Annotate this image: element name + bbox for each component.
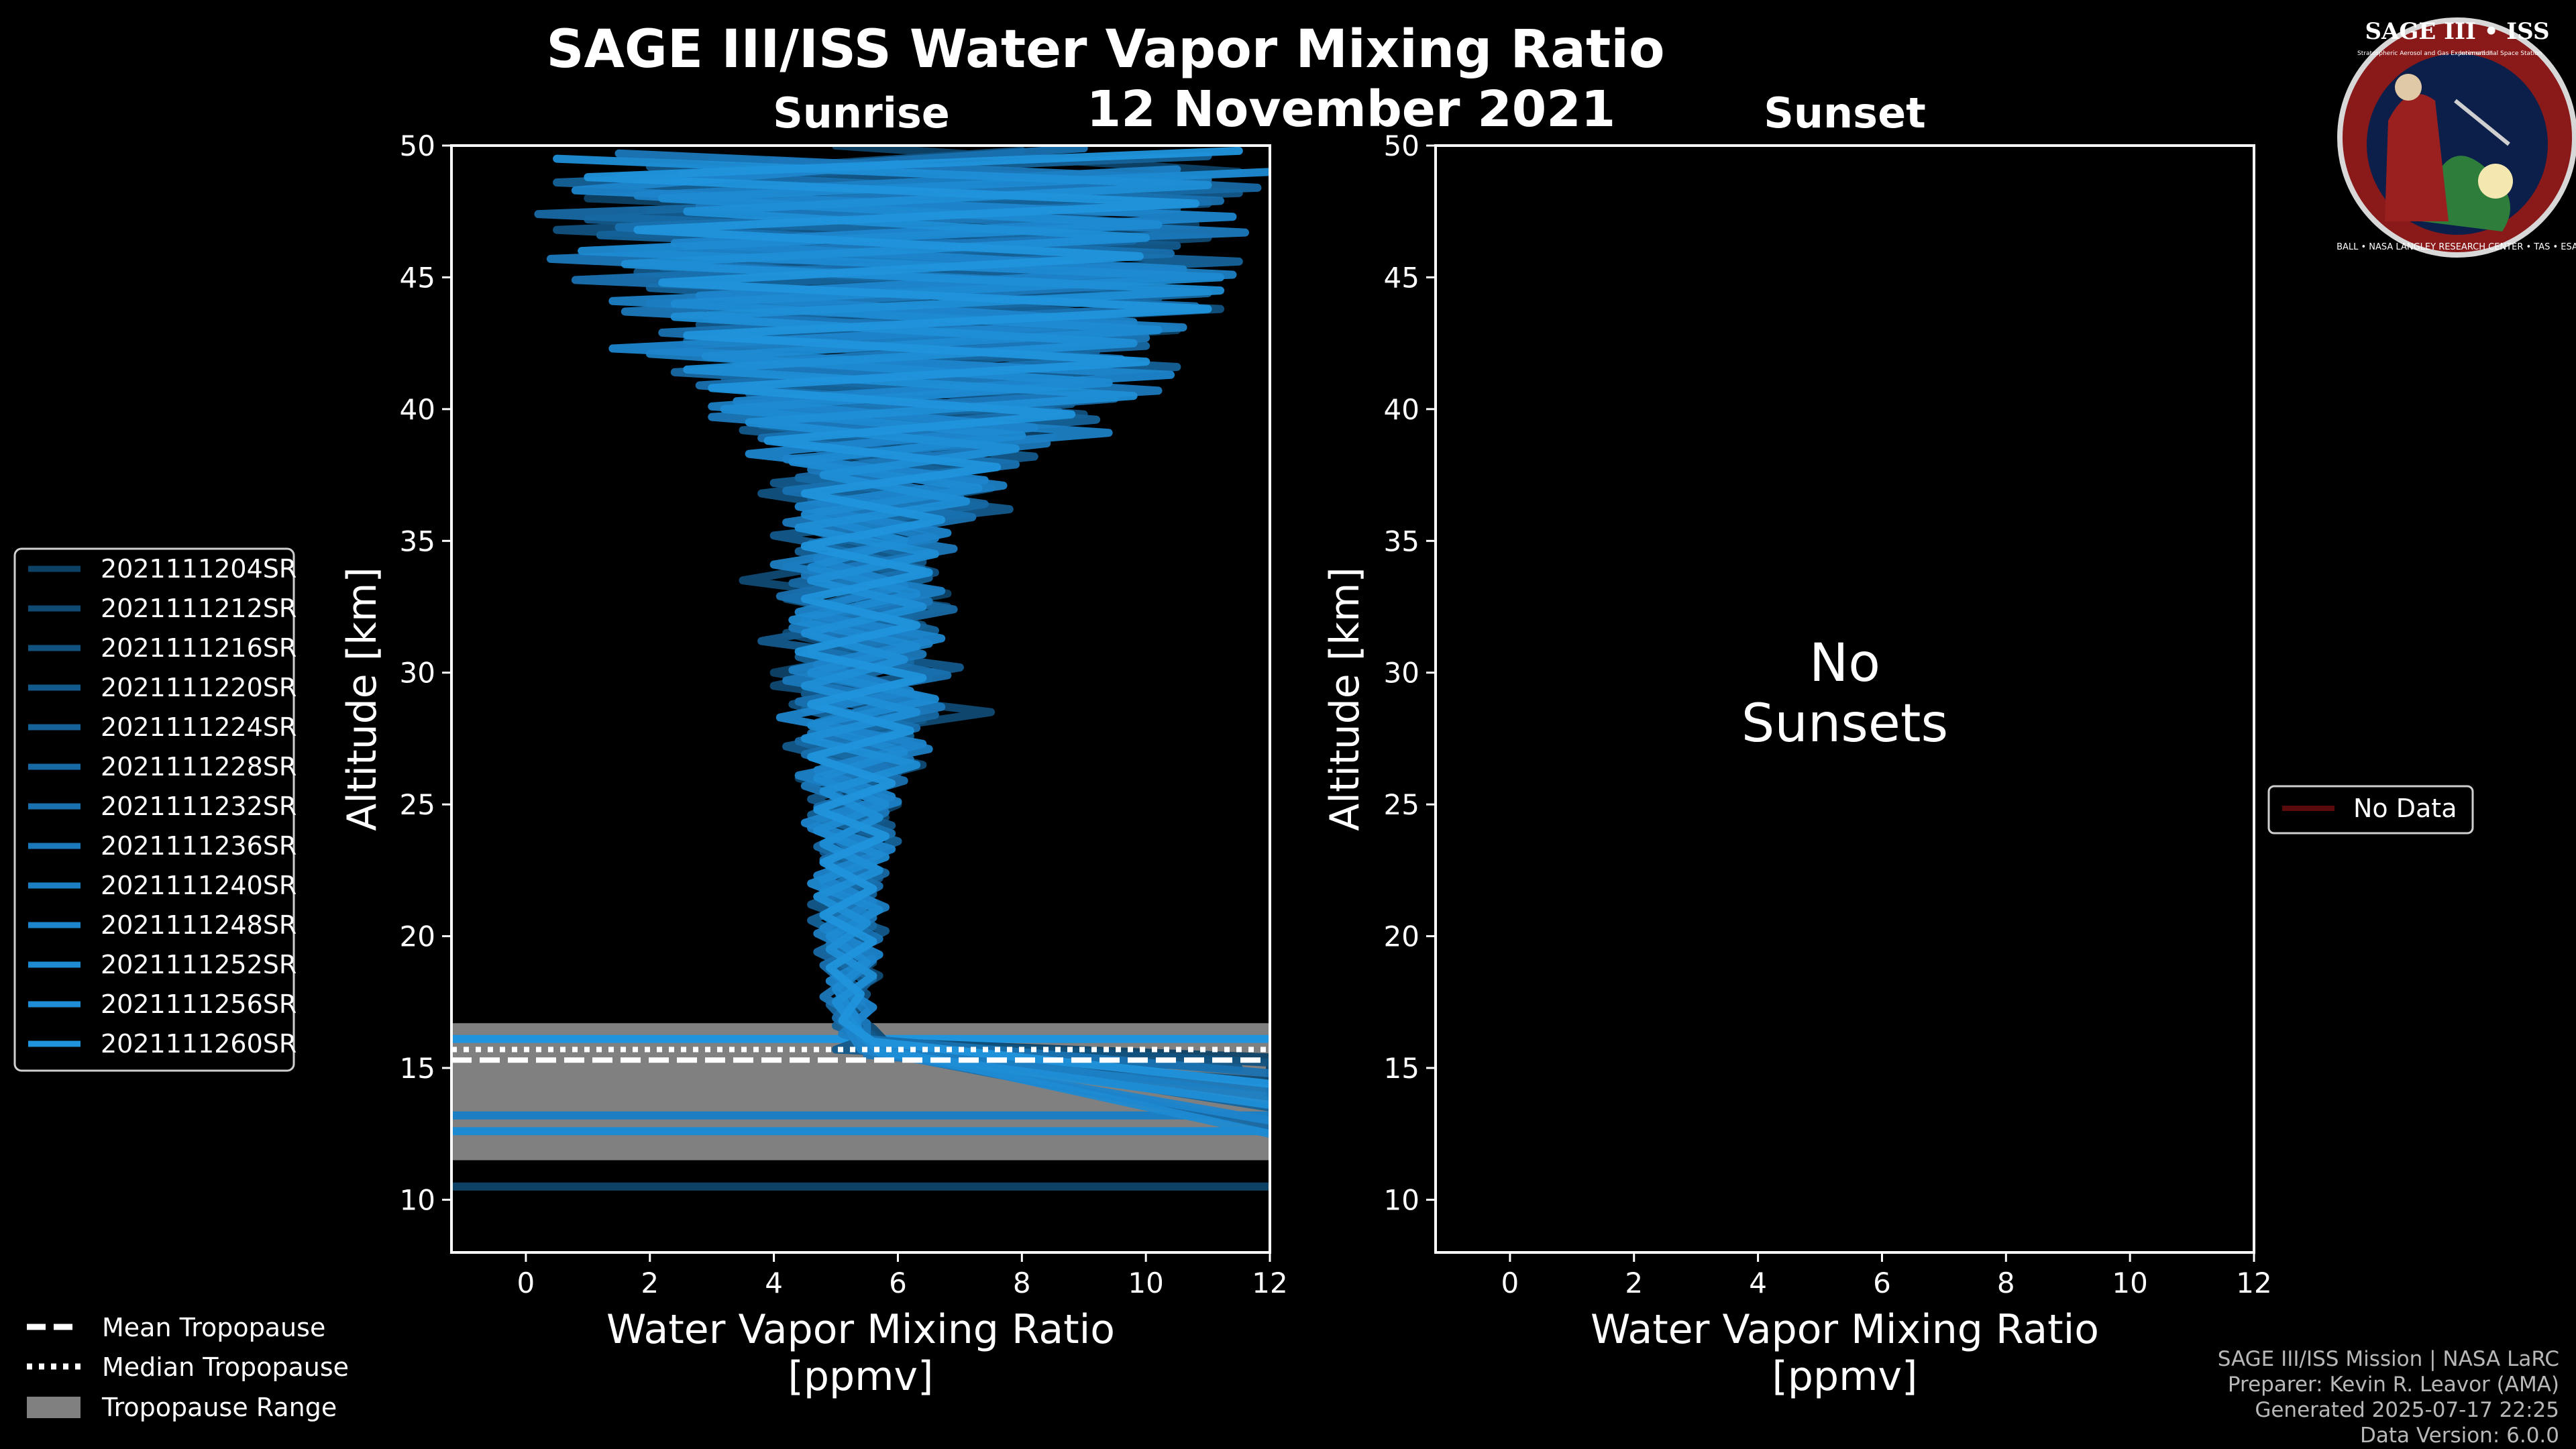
y-tick-label: 10: [1384, 1183, 1419, 1216]
sunset-y-axis-label: Altitude [km]: [1322, 567, 1368, 831]
credits: SAGE III/ISS Mission | NASA LaRC Prepare…: [2218, 1347, 2559, 1448]
x-tick-label: 8: [1997, 1267, 2015, 1299]
profile-2021111260SR: [584, 146, 1270, 1088]
y-tick-label: 25: [1384, 788, 1419, 821]
sunrise-legend-frame: [13, 547, 295, 1072]
x-tick-label: 0: [517, 1267, 535, 1299]
x-tick-label: 12: [2236, 1267, 2271, 1299]
no-sunsets-line1: No: [1809, 633, 1880, 694]
sage-iii-iss-logo: SAGE III • ISS Stratospheric Aerosol and…: [2337, 17, 2576, 258]
x-tick-label: 0: [1501, 1267, 1519, 1299]
sunrise-x-axis-label-line2: [ppmv]: [788, 1353, 934, 1400]
y-tick-label: 30: [400, 657, 435, 690]
legend-label: 2021111240SR: [101, 871, 297, 900]
sunset-panel-title: Sunset: [1764, 89, 1926, 138]
x-tick-label: 10: [2112, 1267, 2147, 1299]
sunset-legend: No Data: [2267, 785, 2474, 835]
legend-label: 2021111236SR: [101, 831, 297, 861]
y-tick-label: 20: [400, 920, 435, 953]
sunrise-axes-frame: [450, 144, 1271, 1254]
tropopause-range-label: Tropopause Range: [101, 1393, 337, 1422]
legend-label: 2021111212SR: [101, 594, 297, 623]
y-tick-label: 30: [1384, 657, 1419, 690]
legend-label: 2021111256SR: [101, 989, 297, 1019]
x-tick-label: 2: [1625, 1267, 1643, 1299]
y-tick-label: 15: [1384, 1052, 1419, 1085]
sunset-plot: 0 2 4 6 8 10 12 10 15 20 25 30 35 40 45 50 Altitude [k…: [1322, 129, 2272, 1400]
figure-date: 12 November 2021: [1087, 80, 1615, 138]
sunset-y-ticks: 10 15 20 25 30 35 40 45 50: [1384, 129, 1436, 1216]
sunrise-plot: 0 2 4 6 8 10 12 10 15 20 25 30 35 40 45 50 Altitude [k…: [339, 129, 1288, 1400]
credit-preparer: Preparer: Kevin R. Leavor (AMA): [2228, 1373, 2559, 1397]
y-tick-label: 15: [400, 1052, 435, 1085]
mean-tropopause-label: Mean Tropopause: [102, 1313, 325, 1342]
credit-generated: Generated 2025-07-17 22:25: [2255, 1398, 2559, 1422]
x-tick-label: 2: [641, 1267, 659, 1299]
legend-label: 2021111228SR: [101, 752, 297, 782]
credit-mission: SAGE III/ISS Mission | NASA LaRC: [2218, 1347, 2559, 1371]
figure-title: SAGE III/ISS Water Vapor Mixing Ratio: [546, 19, 1664, 80]
sunset-axes-frame: [1434, 144, 2255, 1254]
logo-title: SAGE III • ISS: [2365, 18, 2549, 45]
x-tick-label: 6: [889, 1267, 907, 1299]
y-tick-label: 20: [1384, 920, 1419, 953]
legend-label: 2021111224SR: [101, 712, 297, 742]
x-tick-label: 12: [1252, 1267, 1287, 1299]
logo-subtitle-right: International Space Station: [2460, 50, 2542, 57]
legend-label: 2021111232SR: [101, 792, 297, 821]
y-tick-label: 45: [400, 261, 435, 294]
tropopause-range-swatch: [27, 1397, 80, 1418]
logo-subtitle-left: Stratospheric Aerosol and Gas Experiment…: [2357, 50, 2493, 57]
tropopause-lines: [451, 1046, 1270, 1063]
sunset-legend-frame: [2267, 785, 2474, 835]
legend-label: 2021111220SR: [101, 673, 297, 702]
y-tick-label: 50: [1384, 129, 1419, 162]
x-tick-label: 8: [1013, 1267, 1031, 1299]
x-tick-label: 6: [1873, 1267, 1891, 1299]
no-data-label: No Data: [2353, 794, 2457, 823]
y-tick-label: 35: [1384, 525, 1419, 557]
sunset-x-axis-label-line2: [ppmv]: [1772, 1353, 1918, 1400]
y-tick-label: 40: [400, 393, 435, 426]
sunrise-x-axis-label-line1: Water Vapor Mixing Ratio: [606, 1306, 1115, 1353]
sunrise-x-ticks: 0 2 4 6 8 10 12: [517, 1252, 1288, 1299]
x-tick-label: 4: [1749, 1267, 1767, 1299]
legend-label: 2021111248SR: [101, 910, 297, 940]
y-tick-label: 10: [400, 1183, 435, 1216]
no-sunsets-line2: Sunsets: [1741, 694, 1948, 754]
legend-label: 2021111204SR: [101, 554, 297, 584]
y-tick-label: 35: [400, 525, 435, 557]
sunrise-panel-title: Sunrise: [773, 89, 950, 138]
tropopause-legend: Mean Tropopause Median Tropopause Tropop…: [27, 1313, 349, 1422]
y-tick-label: 40: [1384, 393, 1419, 426]
y-tick-label: 45: [1384, 261, 1419, 294]
legend-label: 2021111252SR: [101, 950, 297, 979]
sunrise-y-ticks: 10 15 20 25 30 35 40 45 50: [400, 129, 451, 1216]
sunrise-legend: 2021111204SR 2021111212SR 2021111216SR 2021…: [13, 547, 297, 1072]
sunset-x-ticks: 0 2 4 6 8 10 12: [1501, 1252, 2272, 1299]
x-tick-label: 4: [765, 1267, 783, 1299]
x-tick-label: 10: [1128, 1267, 1163, 1299]
sunrise-y-axis-label: Altitude [km]: [339, 567, 386, 831]
legend-label: 2021111260SR: [101, 1029, 297, 1059]
y-tick-label: 25: [400, 788, 435, 821]
credit-data-version: Data Version: 6.0.0: [2360, 1424, 2559, 1448]
legend-label: 2021111216SR: [101, 633, 297, 663]
logo-ring-text: BALL • NASA LANGLEY RESEARCH CENTER • TA…: [2337, 242, 2576, 252]
median-tropopause-label: Median Tropopause: [102, 1352, 349, 1382]
sunrise-profiles: [451, 146, 1270, 1191]
sunset-x-axis-label-line1: Water Vapor Mixing Ratio: [1591, 1306, 2099, 1353]
profile-2021111256SR: [553, 154, 1270, 1109]
y-tick-label: 50: [400, 129, 435, 162]
